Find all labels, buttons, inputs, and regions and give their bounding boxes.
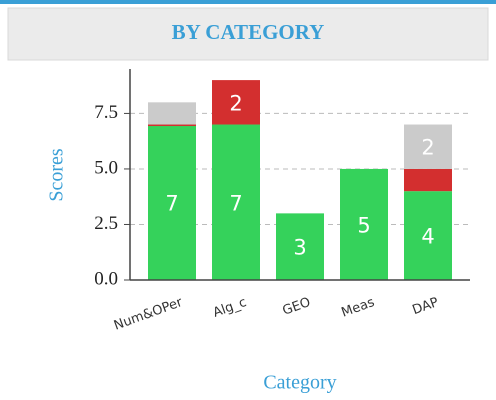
- bar-segment: [276, 213, 324, 280]
- x-axis-label: Category: [263, 372, 336, 394]
- top-bar: [0, 0, 496, 4]
- x-tick-label: Alg_c: [211, 295, 248, 321]
- value-label: 2: [421, 136, 434, 160]
- bar-segment: [148, 124, 196, 127]
- x-tick-label: Meas: [340, 295, 377, 321]
- value-label: 2: [229, 91, 242, 115]
- bar-segment: [404, 191, 452, 280]
- bar-segment: [148, 102, 196, 125]
- y-tick-label: 0.0: [94, 268, 118, 289]
- x-tick-label: DAP: [411, 295, 441, 318]
- bar-segment: [404, 168, 452, 192]
- value-label: 3: [293, 236, 306, 260]
- y-tick-label: 7.5: [94, 102, 118, 123]
- x-tick-label: GEO: [281, 295, 313, 319]
- bar-segment: [148, 124, 196, 281]
- title-box: [7, 7, 489, 61]
- y-tick-label: 2.5: [94, 213, 118, 234]
- value-label: 7: [165, 191, 178, 215]
- chart-title: BY CATEGORY: [172, 20, 325, 44]
- y-tick-label: 5.0: [94, 157, 118, 178]
- bar-segment: [340, 168, 388, 280]
- x-tick-label: Num&OPer: [112, 295, 185, 334]
- bar-segment: [212, 124, 260, 281]
- bar-segment: [212, 80, 260, 125]
- bar-segment: [404, 124, 452, 169]
- value-label: 4: [421, 225, 434, 249]
- value-label: 7: [229, 191, 242, 215]
- value-label: 5: [357, 213, 370, 237]
- y-axis-label: Scores: [46, 148, 68, 202]
